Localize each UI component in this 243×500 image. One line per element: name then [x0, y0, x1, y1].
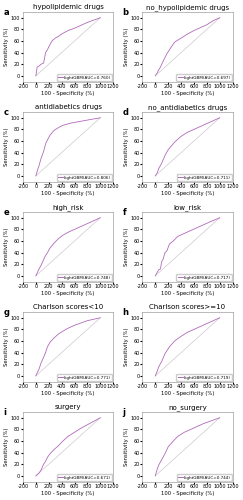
Legend: LightGBM(AUC=0.719): LightGBM(AUC=0.719) — [176, 374, 232, 381]
Y-axis label: Sensitivity (%): Sensitivity (%) — [4, 28, 9, 66]
Y-axis label: Sensitivity (%): Sensitivity (%) — [124, 28, 129, 66]
Legend: LightGBM(AUC=0.671): LightGBM(AUC=0.671) — [57, 474, 112, 481]
Y-axis label: Sensitivity (%): Sensitivity (%) — [124, 428, 129, 466]
Title: Charlson scores<10: Charlson scores<10 — [33, 304, 103, 310]
Text: f: f — [122, 208, 126, 217]
X-axis label: 100 - Specificity (%): 100 - Specificity (%) — [41, 391, 95, 396]
Legend: LightGBM(AUC=0.697): LightGBM(AUC=0.697) — [176, 74, 232, 81]
Y-axis label: Sensitivity (%): Sensitivity (%) — [124, 328, 129, 366]
Title: no_hypolipidemic drugs: no_hypolipidemic drugs — [146, 4, 229, 11]
Y-axis label: Sensitivity (%): Sensitivity (%) — [4, 428, 9, 466]
Text: b: b — [122, 8, 129, 17]
Text: e: e — [3, 208, 9, 217]
Y-axis label: Sensitivity (%): Sensitivity (%) — [124, 228, 129, 266]
Legend: LightGBM(AUC=0.760): LightGBM(AUC=0.760) — [57, 74, 112, 81]
Title: no_surgery: no_surgery — [168, 405, 207, 411]
Y-axis label: Sensitivity (%): Sensitivity (%) — [4, 328, 9, 366]
Y-axis label: Sensitivity (%): Sensitivity (%) — [124, 128, 129, 166]
Title: Charlson scores>=10: Charlson scores>=10 — [149, 304, 226, 310]
Text: a: a — [3, 8, 9, 17]
Text: c: c — [3, 108, 8, 117]
Text: g: g — [3, 308, 9, 317]
Legend: LightGBM(AUC=0.748): LightGBM(AUC=0.748) — [57, 274, 112, 281]
Title: low_risk: low_risk — [174, 204, 201, 211]
X-axis label: 100 - Specificity (%): 100 - Specificity (%) — [161, 91, 214, 96]
Title: surgery: surgery — [55, 404, 81, 410]
Legend: LightGBM(AUC=0.806): LightGBM(AUC=0.806) — [57, 174, 112, 181]
Title: no_antidiabetics drugs: no_antidiabetics drugs — [148, 104, 227, 111]
X-axis label: 100 - Specificity (%): 100 - Specificity (%) — [161, 391, 214, 396]
X-axis label: 100 - Specificity (%): 100 - Specificity (%) — [161, 291, 214, 296]
X-axis label: 100 - Specificity (%): 100 - Specificity (%) — [161, 491, 214, 496]
Text: j: j — [122, 408, 126, 417]
Legend: LightGBM(AUC=0.771): LightGBM(AUC=0.771) — [57, 374, 112, 381]
X-axis label: 100 - Specificity (%): 100 - Specificity (%) — [41, 91, 95, 96]
X-axis label: 100 - Specificity (%): 100 - Specificity (%) — [41, 491, 95, 496]
Legend: LightGBM(AUC=0.744): LightGBM(AUC=0.744) — [177, 474, 232, 481]
X-axis label: 100 - Specificity (%): 100 - Specificity (%) — [41, 191, 95, 196]
Legend: LightGBM(AUC=0.717): LightGBM(AUC=0.717) — [176, 274, 232, 281]
Text: i: i — [3, 408, 6, 417]
Legend: LightGBM(AUC=0.711): LightGBM(AUC=0.711) — [177, 174, 232, 181]
Y-axis label: Sensitivity (%): Sensitivity (%) — [4, 228, 9, 266]
Text: d: d — [122, 108, 129, 117]
Title: high_risk: high_risk — [52, 204, 84, 211]
Text: h: h — [122, 308, 129, 317]
Y-axis label: Sensitivity (%): Sensitivity (%) — [4, 128, 9, 166]
X-axis label: 100 - Specificity (%): 100 - Specificity (%) — [161, 191, 214, 196]
X-axis label: 100 - Specificity (%): 100 - Specificity (%) — [41, 291, 95, 296]
Title: hypolipidemic drugs: hypolipidemic drugs — [33, 4, 104, 10]
Title: antidiabetics drugs: antidiabetics drugs — [35, 104, 102, 110]
